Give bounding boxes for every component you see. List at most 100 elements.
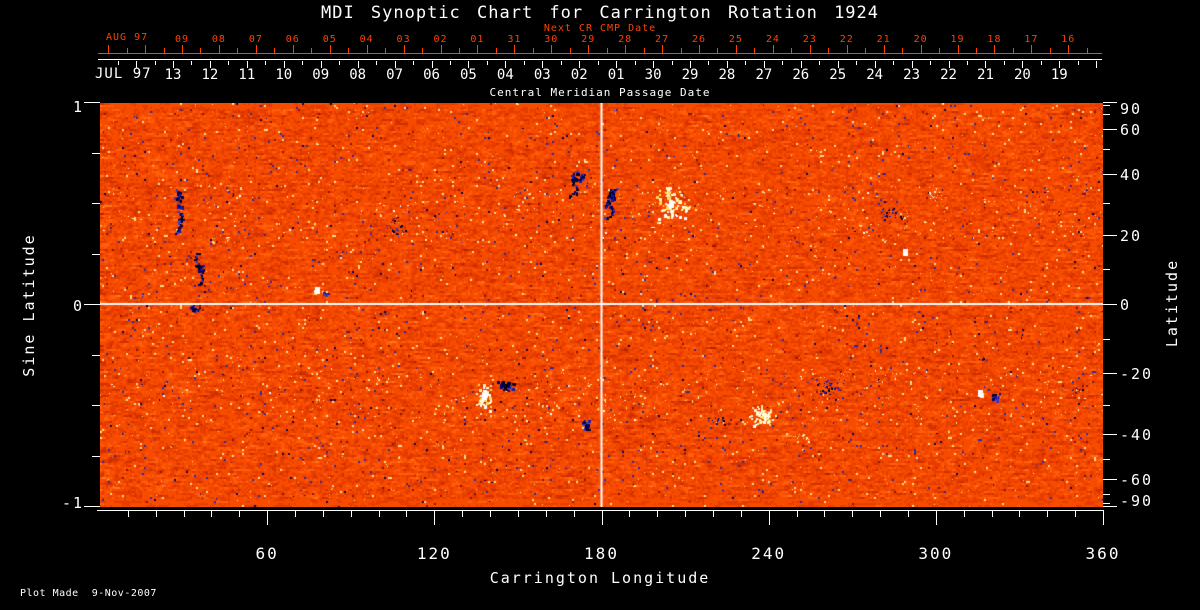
cmp-day-label: 28	[718, 67, 736, 83]
right-axis-tick	[1103, 149, 1110, 151]
cmp-axis-tick	[376, 61, 378, 65]
cmp-axis-tick	[653, 61, 655, 68]
bottom-axis-tick	[1019, 511, 1021, 517]
cmp-axis-tick	[874, 61, 876, 68]
right-axis-tick	[1103, 102, 1117, 103]
next-cr-day-label: 01	[470, 34, 485, 45]
bottom-axis-tick	[657, 511, 659, 517]
bottom-axis-tick	[267, 511, 269, 525]
cmp-axis-tick	[154, 61, 156, 65]
next-cr-axis-tick	[385, 48, 387, 53]
cmp-axis-tick	[431, 61, 433, 68]
bottom-axis-title: Carrington Longitude	[489, 569, 711, 587]
next-cr-axis-tick	[994, 45, 996, 53]
bottom-axis-tick	[963, 511, 965, 517]
next-cr-axis-tick	[865, 48, 867, 53]
bottom-tick-label: 360	[1085, 544, 1121, 563]
cmp-axis-tick	[468, 61, 470, 68]
cmp-axis-tick	[1077, 61, 1079, 65]
next-cr-axis-tick	[551, 45, 553, 53]
next-cr-axis-tick	[957, 45, 959, 53]
cmp-axis-tick	[966, 61, 968, 65]
bottom-axis-tick	[1047, 511, 1049, 517]
cmp-day-label: 23	[903, 67, 921, 83]
bottom-axis-line	[97, 510, 1104, 511]
next-cr-axis-tick	[569, 48, 571, 53]
bottom-axis-tick	[239, 511, 241, 517]
next-cr-axis-tick	[662, 45, 664, 53]
next-cr-axis-tick	[883, 45, 885, 53]
right-axis-tick	[1103, 304, 1117, 305]
next-cr-axis-tick	[939, 48, 941, 53]
cmp-month-label: JUL 97	[95, 66, 152, 82]
cmp-day-label: 21	[977, 67, 994, 83]
bottom-axis-tick	[824, 511, 826, 517]
right-axis-tick	[1103, 174, 1117, 176]
cmp-day-label: 27	[755, 67, 773, 83]
right-tick-label: 40	[1120, 166, 1143, 185]
next-cr-axis-tick	[975, 48, 977, 53]
cmp-axis-tick	[930, 61, 932, 65]
cmp-day-label: 20	[1013, 67, 1031, 83]
right-axis-tick	[1103, 405, 1110, 406]
next-cr-day-label: 03	[396, 34, 411, 45]
bottom-axis-tick	[378, 511, 380, 517]
cmp-axis-tick	[209, 61, 211, 68]
cmp-axis-tick	[985, 61, 987, 68]
right-axis-tick	[1103, 478, 1117, 480]
next-cr-day-label: 29	[581, 34, 596, 45]
cmp-axis-tick	[339, 61, 341, 65]
next-cr-axis-tick	[920, 45, 922, 53]
bottom-axis-tick	[127, 511, 129, 517]
next-cr-axis-tick	[680, 48, 682, 53]
bottom-axis-tick	[322, 511, 324, 517]
bottom-axis-tick	[601, 511, 603, 525]
bottom-axis-tick	[935, 511, 937, 525]
cmp-axis-tick	[948, 61, 950, 68]
cmp-axis-tick	[634, 61, 636, 65]
cmp-axis-tick	[320, 61, 322, 68]
next-cr-axis-tick	[163, 48, 165, 53]
cmp-day-label: 06	[423, 67, 440, 83]
cmp-day-label: 09	[312, 67, 330, 83]
next-cr-axis-tick	[791, 48, 793, 53]
right-axis-tick	[1103, 129, 1117, 131]
bottom-axis-tick	[434, 511, 436, 525]
next-cr-axis-tick	[440, 45, 442, 53]
cmp-day-label: 30	[644, 67, 662, 83]
bottom-axis-tick	[295, 511, 297, 517]
cmp-axis-tick	[726, 61, 728, 68]
next-cr-axis-tick	[329, 45, 331, 53]
bottom-axis-tick	[490, 511, 492, 517]
left-axis-title: Sine Latitude	[20, 233, 38, 377]
next-cr-day-label: 25	[728, 34, 743, 45]
cmp-axis-tick	[893, 61, 895, 65]
next-cr-axis-tick	[200, 48, 202, 53]
cmp-day-label: 26	[792, 67, 810, 83]
next-cr-axis-tick	[699, 45, 701, 53]
cmp-axis-tick	[542, 61, 544, 68]
cmp-day-label: 07	[386, 67, 404, 83]
right-tick-label: 20	[1120, 226, 1143, 245]
cmp-axis-tick	[856, 61, 858, 65]
right-axis-title: Latitude	[1163, 258, 1181, 348]
next-cr-day-label: 02	[433, 34, 448, 45]
bottom-axis-tick	[155, 511, 157, 517]
cmp-axis-tick	[819, 61, 821, 65]
cmp-axis-tick	[486, 61, 488, 65]
cmp-axis-tick	[265, 61, 267, 65]
next-cr-axis-tick	[717, 48, 719, 53]
cmp-day-label: 04	[496, 67, 514, 83]
next-cr-day-label: 26	[691, 34, 707, 45]
cmp-day-label: 22	[940, 67, 957, 83]
bottom-axis-tick	[183, 511, 185, 517]
cmp-axis-tick	[616, 61, 618, 68]
next-cr-month-label: AUG 97	[106, 32, 149, 43]
right-axis-tick	[1103, 268, 1110, 270]
bottom-axis-tick	[350, 511, 352, 517]
cmp-axis-tick	[173, 61, 174, 68]
magnetogram-map	[100, 103, 1103, 507]
cmp-axis-tick	[449, 61, 451, 65]
cmp-axis-tick	[763, 61, 765, 68]
next-cr-axis-tick	[625, 45, 627, 53]
